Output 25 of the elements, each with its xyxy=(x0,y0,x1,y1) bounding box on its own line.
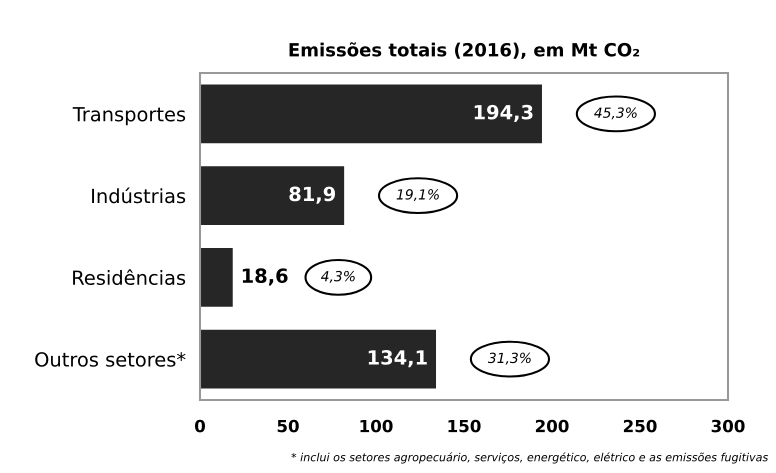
x-tick-label: 200 xyxy=(536,420,569,432)
text: * inclui os setores agropecuário, serviços, energético, elétrico e as emissões fugitivas xyxy=(291,452,768,464)
x-tick-label: 100 xyxy=(360,420,393,432)
annotation: 19,1% xyxy=(396,189,439,202)
bar xyxy=(200,166,344,226)
bar xyxy=(200,84,542,144)
data-label: 134,1 xyxy=(368,350,427,368)
y-tick-label: Residências xyxy=(73,269,186,286)
chart-title: Emissões totais (2016), em Mt CO₂ xyxy=(290,42,640,59)
bar xyxy=(200,330,436,389)
x-tick-label: 300 xyxy=(712,420,745,432)
y-tick-label: Transportes xyxy=(72,107,186,126)
x-tick-label: 250 xyxy=(624,420,657,432)
data-label: 194,3 xyxy=(474,104,533,122)
data-label: 18,6 xyxy=(242,268,288,286)
y-tick-label: Indústrias xyxy=(92,187,186,204)
x-tick-label: 0 xyxy=(195,420,205,432)
annotation: 31,3% xyxy=(488,352,531,365)
y-tick-label: Outros setores* xyxy=(35,352,186,367)
x-tick-label: 50 xyxy=(278,420,299,432)
data-label: 81,9 xyxy=(289,186,335,204)
bar xyxy=(200,248,233,307)
x-tick-label: 150 xyxy=(448,420,481,432)
annotation: 45,3% xyxy=(594,107,637,120)
annotation: 4,3% xyxy=(320,270,355,283)
